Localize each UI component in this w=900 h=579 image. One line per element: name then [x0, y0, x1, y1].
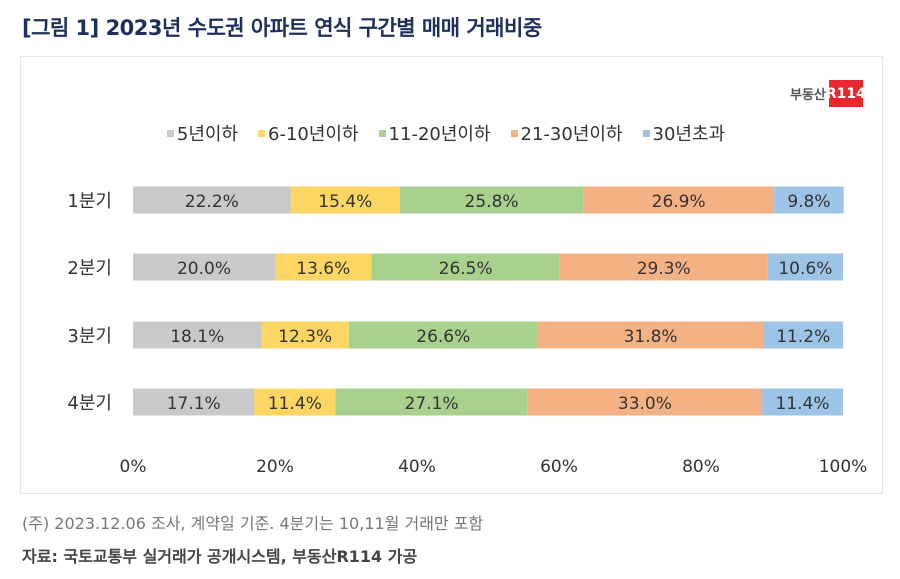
bar-segment: [133, 388, 255, 416]
legend-swatch: [510, 129, 518, 137]
bar-segment: [767, 253, 843, 281]
data-label: 27.1%: [405, 394, 459, 414]
legend-item: 11-20년이하: [378, 120, 491, 146]
bar-segment: [254, 388, 336, 416]
bar-segment: [275, 253, 372, 281]
bar-segment: [133, 321, 262, 349]
footnote: (주) 2023.12.06 조사, 계약일 기준. 4분기는 10,11월 거…: [22, 514, 484, 533]
bar-segment: [774, 186, 844, 214]
bar-segment: [133, 186, 291, 214]
data-label: 18.1%: [170, 327, 224, 347]
data-label: 11.4%: [776, 394, 830, 414]
data-label: 9.8%: [787, 192, 830, 212]
x-tick-label: 20%: [256, 457, 294, 477]
legend-swatch: [642, 129, 650, 137]
data-label: 31.8%: [624, 327, 678, 347]
logo: 부동산 R114: [790, 80, 866, 107]
category-label: 2분기: [67, 258, 112, 279]
legend-swatch: [378, 129, 386, 137]
bar-segment: [371, 253, 560, 281]
data-label: 26.6%: [416, 327, 470, 347]
data-label: 13.6%: [296, 259, 350, 279]
legend-label: 11-20년이하: [388, 124, 491, 145]
legend-label: 21-30년이하: [520, 124, 623, 145]
data-label: 12.3%: [278, 327, 332, 347]
legend-item: 21-30년이하: [510, 120, 623, 146]
bar-segment: [537, 321, 764, 349]
chart-title: [그림 1] 2023년 수도권 아파트 연식 구간별 매매 거래비중: [22, 16, 542, 40]
legend-swatch: [258, 129, 266, 137]
data-label: 22.2%: [185, 192, 239, 212]
data-label: 20.0%: [177, 259, 231, 279]
category-label: 3분기: [67, 326, 112, 347]
data-label: 26.5%: [439, 259, 493, 279]
bar-segment: [527, 388, 763, 416]
bar-segment: [762, 388, 843, 416]
legend-swatch: [166, 129, 174, 137]
bar-segment: [261, 321, 349, 349]
legend-label: 5년이하: [176, 124, 239, 145]
bar-segment: [348, 321, 538, 349]
category-label: 1분기: [67, 191, 112, 212]
source-text: 자료: 국토교통부 실거래가 공개시스템, 부동산R114 가공: [22, 547, 418, 566]
bar-segment: [559, 253, 768, 281]
data-label: 11.2%: [776, 327, 830, 347]
legend-label: 6-10년이하: [268, 124, 359, 145]
x-tick-label: 40%: [398, 457, 436, 477]
data-label: 29.3%: [637, 259, 691, 279]
data-label: 33.0%: [618, 394, 672, 414]
logo-text: 부동산: [790, 88, 826, 103]
legend-label: 30년초과: [652, 124, 726, 145]
legend: 5년이하 6-10년이하 11-20년이하 21-30년이하 30년초과: [0, 120, 896, 146]
bar-segment: [583, 186, 775, 214]
data-label: 26.9%: [652, 192, 706, 212]
x-tick-label: 80%: [682, 457, 720, 477]
logo-badge: R114: [826, 80, 866, 107]
bar-segment: [763, 321, 843, 349]
legend-item: 30년초과: [642, 120, 726, 146]
category-label: 4분기: [67, 393, 112, 414]
x-tick-label: 100%: [819, 457, 868, 477]
legend-item: 5년이하: [166, 120, 239, 146]
data-label: 10.6%: [778, 259, 832, 279]
data-label: 15.4%: [318, 192, 372, 212]
bar-segment: [133, 253, 275, 281]
data-label: 11.4%: [268, 394, 322, 414]
data-label: 17.1%: [167, 394, 221, 414]
bar-segment: [399, 186, 584, 214]
bar-segment: [335, 388, 528, 416]
data-label: 25.8%: [465, 192, 519, 212]
x-tick-label: 0%: [120, 457, 147, 477]
bar-segment: [290, 186, 400, 214]
legend-item: 6-10년이하: [258, 120, 359, 146]
x-tick-label: 60%: [540, 457, 578, 477]
